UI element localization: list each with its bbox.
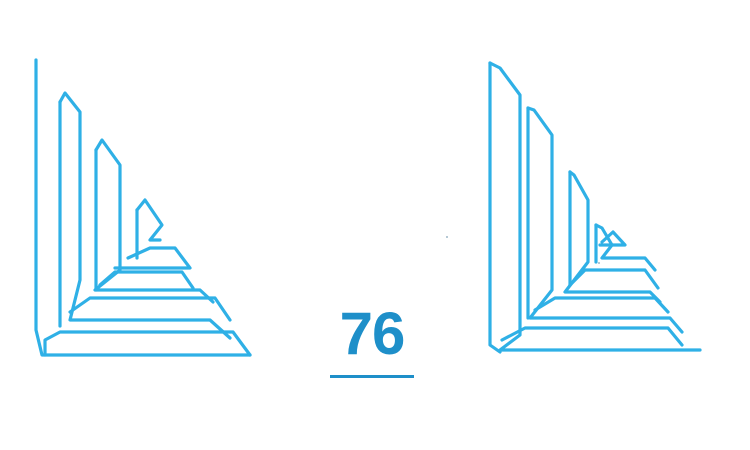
bar-2	[68, 296, 232, 322]
column-3	[563, 170, 662, 304]
column-3	[93, 138, 215, 304]
outer-vertical-line	[34, 58, 252, 357]
bar-1	[43, 330, 252, 357]
left-triangle-figure	[0, 0, 260, 380]
page-number: 76	[339, 300, 406, 367]
bar-4	[113, 246, 192, 270]
column-4	[135, 198, 164, 242]
column-4	[594, 223, 657, 272]
paper-speck	[598, 262, 600, 264]
bar-1	[500, 326, 684, 347]
bar-4-wedge	[598, 230, 627, 247]
paper-speck	[446, 236, 448, 238]
column-2	[526, 106, 684, 334]
outer-vertical-line	[488, 61, 502, 354]
bar-3	[98, 270, 195, 290]
outer-column	[488, 61, 702, 352]
bar-3	[568, 268, 660, 290]
right-triangle-figure	[470, 0, 730, 380]
bar-2	[533, 296, 670, 314]
column-2	[58, 91, 232, 340]
page-number-underline	[330, 375, 414, 378]
